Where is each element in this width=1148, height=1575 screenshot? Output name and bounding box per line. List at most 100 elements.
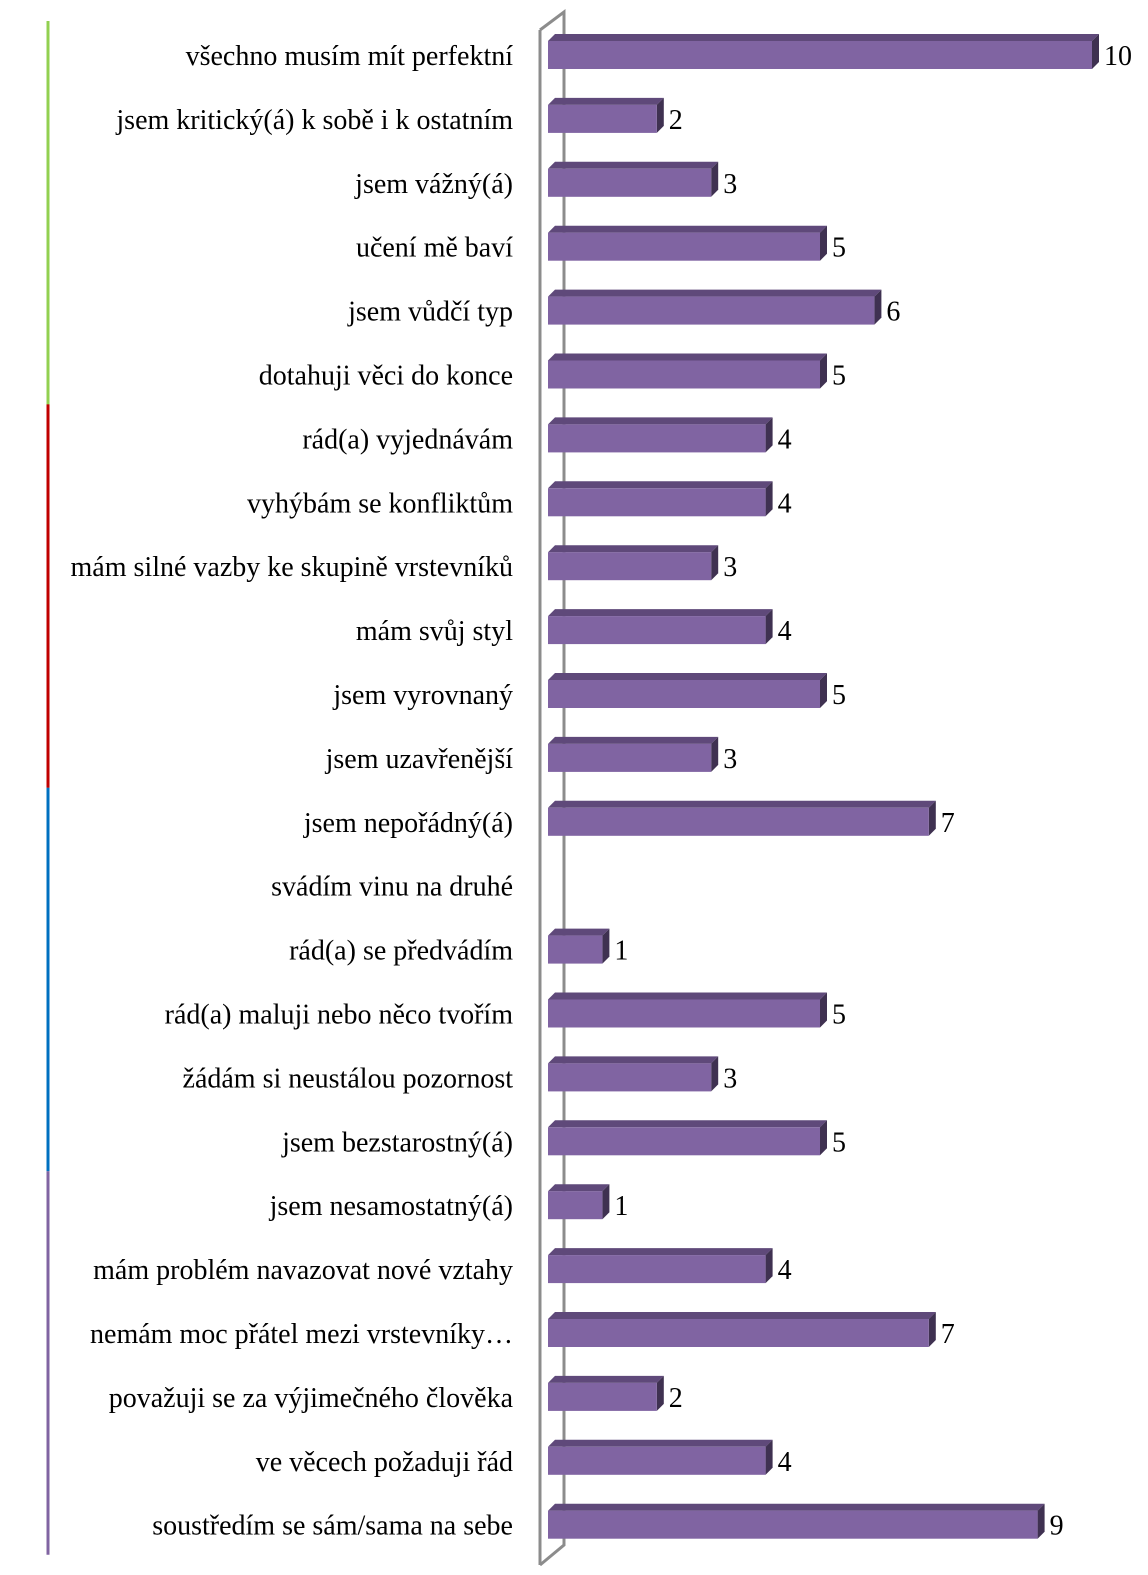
- bar-top-face: [548, 736, 719, 744]
- bar-top-face: [548, 353, 827, 361]
- category-label: všechno musím mít perfektní: [186, 41, 514, 72]
- category-label: učení mě baví: [356, 233, 513, 264]
- bar: [548, 1319, 929, 1347]
- bar-side-face: [1092, 34, 1099, 69]
- value-label: 5: [832, 680, 846, 711]
- bar-top-face: [548, 1503, 1045, 1511]
- bar: [548, 296, 875, 325]
- value-label: 6: [886, 297, 900, 328]
- bar: [548, 807, 929, 836]
- bar-side-face: [820, 353, 827, 389]
- bar: [548, 488, 766, 517]
- bar-top-face: [548, 1184, 610, 1192]
- bar-side-face: [820, 225, 827, 261]
- bar-side-face: [928, 1312, 936, 1347]
- category-label: jsem kritický(á) k sobě i k ostatním: [115, 105, 513, 136]
- category-label: jsem vůdčí typ: [347, 297, 513, 328]
- bar-side-face: [1037, 1503, 1045, 1539]
- bar-top-face: [548, 1439, 773, 1447]
- bar-top-face: [548, 1375, 664, 1383]
- category-label: nemám moc přátel mezi vrstevníky…: [90, 1319, 513, 1350]
- bar: [548, 999, 820, 1028]
- bar: [548, 360, 820, 389]
- value-label: 3: [723, 552, 737, 583]
- category-label: rád(a) vyjednávám: [302, 424, 513, 455]
- value-label: 10: [1104, 41, 1132, 72]
- bar-side-face: [602, 928, 610, 964]
- bar-side-face: [765, 1439, 773, 1475]
- bar-side-face: [765, 609, 773, 645]
- value-label: 7: [941, 1319, 955, 1350]
- category-label: jsem nepořádný(á): [303, 808, 513, 839]
- bar-side-face: [765, 481, 773, 517]
- bar-side-face: [874, 289, 882, 325]
- bar-top-face: [548, 34, 1099, 41]
- bar-side-face: [711, 545, 719, 581]
- bar: [548, 168, 712, 197]
- bar-top-face: [548, 161, 719, 169]
- bar-side-face: [820, 673, 827, 708]
- bar-top-face: [548, 1248, 773, 1256]
- bar: [548, 935, 603, 964]
- bar-top-face: [548, 1056, 719, 1064]
- chart-back-wall: [539, 9, 566, 1567]
- value-label: 1: [614, 1191, 628, 1222]
- bar: [548, 552, 712, 581]
- category-label: soustředím se sám/sama na sebe: [152, 1511, 513, 1542]
- value-label: 5: [832, 233, 846, 264]
- bar-side-face: [820, 992, 827, 1028]
- category-label: jsem vyrovnaný: [332, 680, 513, 711]
- bar-top-face: [548, 289, 882, 297]
- bar-top-face: [548, 545, 719, 553]
- bar: [548, 1510, 1038, 1539]
- category-label: mám silné vazby ke skupině vrstevníků: [71, 552, 513, 583]
- bar: [548, 1063, 712, 1092]
- bar-side-face: [765, 1248, 773, 1284]
- bar-top-face: [548, 97, 664, 105]
- category-label: jsem bezstarostný(á): [281, 1127, 513, 1158]
- bar-side-face: [765, 417, 773, 453]
- bar: [548, 1446, 766, 1475]
- category-label: jsem uzavřenější: [325, 744, 514, 775]
- value-label: 3: [723, 169, 737, 200]
- value-label: 4: [778, 616, 792, 647]
- value-label: 4: [778, 424, 792, 455]
- value-label: 4: [778, 488, 792, 519]
- bar-side-face: [711, 736, 719, 772]
- bar: [548, 680, 820, 708]
- bar-top-face: [548, 225, 827, 233]
- bar: [548, 104, 657, 133]
- bar-top-face: [548, 928, 610, 936]
- category-label: rád(a) se předvádím: [289, 936, 513, 967]
- category-label: žádám si neustálou pozornost: [183, 1063, 514, 1094]
- bar: [548, 41, 1092, 69]
- bar-side-face: [656, 97, 664, 133]
- bar-top-face: [548, 417, 773, 425]
- value-label: 4: [778, 1447, 792, 1478]
- value-label: 5: [832, 361, 846, 392]
- category-label: jsem nesamostatný(á): [269, 1191, 513, 1222]
- value-label: 3: [723, 744, 737, 775]
- bar-top-face: [548, 673, 827, 680]
- value-label: 9: [1050, 1511, 1064, 1542]
- bar-side-face: [602, 1184, 610, 1220]
- bar-top-face: [548, 992, 827, 1000]
- category-label: svádím vinu na druhé: [271, 872, 513, 903]
- bar: [548, 1382, 657, 1411]
- value-label: 5: [832, 1127, 846, 1158]
- bar-side-face: [711, 1056, 719, 1092]
- bar: [548, 232, 820, 261]
- bar-side-face: [928, 800, 936, 836]
- value-label: 5: [832, 1000, 846, 1031]
- category-label: dotahuji věci do konce: [259, 361, 513, 392]
- value-label: 3: [723, 1063, 737, 1094]
- bar-side-face: [711, 161, 719, 197]
- category-label: mám problém navazovat nové vztahy: [93, 1255, 513, 1286]
- value-label: 2: [669, 1383, 683, 1414]
- bar-top-face: [548, 1120, 827, 1128]
- category-label: vyhýbám se konfliktům: [247, 488, 513, 519]
- category-label: mám svůj styl: [356, 616, 513, 647]
- bar-top-face: [548, 609, 773, 617]
